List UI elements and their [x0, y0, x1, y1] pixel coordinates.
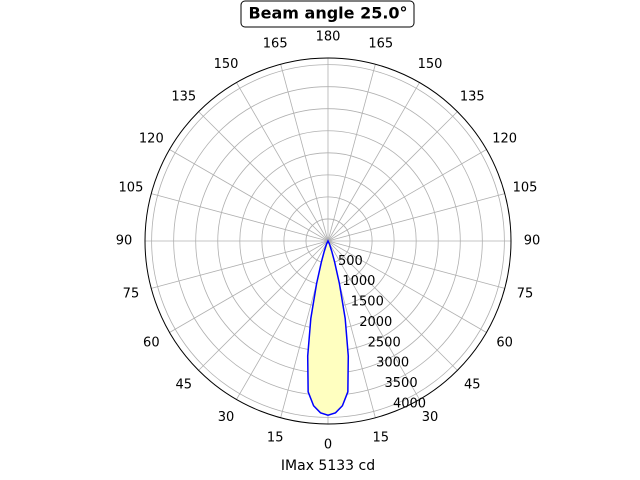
x-axis-label: IMax 5133 cd [281, 458, 375, 474]
chart-title: Beam angle 25.0° [248, 4, 407, 23]
theta-tick-label: 75 [517, 286, 534, 301]
theta-tick-label: 15 [373, 431, 390, 446]
title-box [240, 0, 415, 28]
grid-spoke [327, 149, 487, 242]
r-tick-label: 2500 [368, 335, 401, 350]
theta-tick-label: 45 [175, 378, 192, 393]
theta-tick-label: 180 [316, 30, 341, 45]
theta-tick-label: 165 [263, 36, 288, 51]
grid-spoke [327, 240, 458, 371]
grid-spoke [198, 111, 329, 242]
grid-spoke [198, 240, 329, 371]
theta-tick-label: 165 [368, 36, 393, 51]
theta-tick-label: 105 [513, 181, 538, 196]
theta-tick-label: 75 [123, 286, 140, 301]
outer-circle [144, 57, 512, 425]
theta-tick-label: 135 [460, 89, 485, 104]
grid-spoke [327, 64, 376, 242]
theta-tick-label: 120 [139, 132, 164, 147]
grid-spoke [151, 193, 329, 242]
theta-tick-label: 60 [496, 336, 513, 351]
theta-tick-label: 90 [116, 234, 133, 249]
theta-tick-label: 135 [171, 89, 196, 104]
grid-spoke [151, 240, 329, 289]
grid-spoke [327, 82, 420, 242]
theta-tick-label: 120 [492, 132, 517, 147]
theta-tick-label: 30 [422, 410, 439, 425]
grid-spoke [169, 240, 329, 333]
theta-tick-label: 30 [218, 410, 235, 425]
r-tick-label: 1000 [342, 274, 375, 289]
grid-spoke [327, 240, 420, 400]
r-tick-label: 4000 [393, 396, 426, 411]
grid-spoke [327, 111, 458, 242]
beam-area [306, 239, 350, 416]
theta-tick-label: 150 [214, 57, 239, 72]
grid-spoke [280, 64, 329, 242]
grid-spoke [236, 240, 329, 400]
theta-tick-label: 0 [324, 438, 332, 453]
theta-tick-label: 150 [418, 57, 443, 72]
r-tick-label: 2000 [359, 315, 392, 330]
r-tick-label: 3500 [385, 376, 418, 391]
theta-tick-label: 90 [524, 234, 541, 249]
r-tick-label: 1500 [351, 295, 384, 310]
theta-tick-label: 15 [267, 431, 284, 446]
theta-tick-label: 105 [119, 181, 144, 196]
grid-spoke [327, 193, 505, 242]
theta-tick-label: 45 [464, 378, 481, 393]
theta-tick-label: 60 [143, 336, 160, 351]
r-tick-label: 3000 [376, 356, 409, 371]
grid-spoke [169, 149, 329, 242]
grid-spoke [327, 240, 505, 289]
grid-spoke [327, 240, 487, 333]
grid-spoke [236, 82, 329, 242]
r-tick-label: 500 [338, 254, 363, 269]
